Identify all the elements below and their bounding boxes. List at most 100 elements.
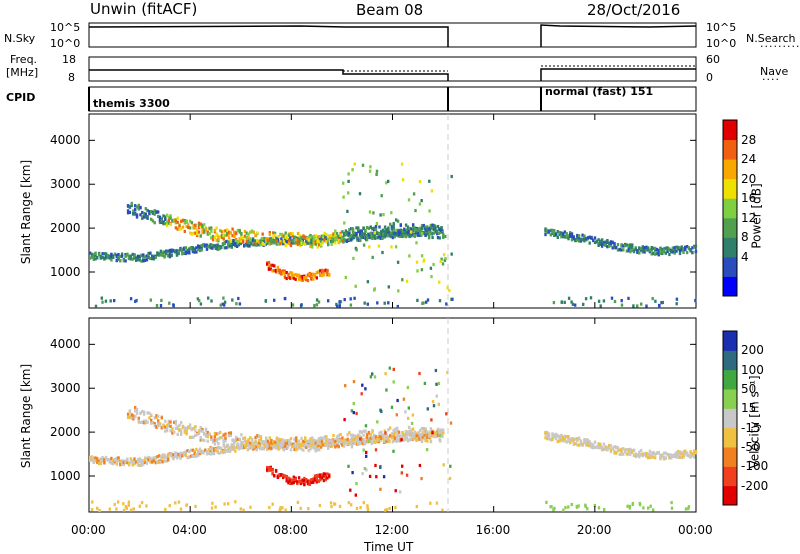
- scatter-cell: [577, 436, 581, 440]
- scatter-cell: [565, 235, 568, 239]
- scatter-cell: [152, 456, 156, 460]
- scatter-cell: [286, 441, 289, 445]
- scatter-cell: [202, 243, 205, 247]
- scatter-cell: [304, 443, 307, 447]
- scatter-cell: [127, 500, 131, 504]
- scatter-cell: [365, 237, 369, 241]
- velocity-colorbar-tick-label: -100: [741, 459, 769, 474]
- scatter-cell: [341, 443, 344, 447]
- scatter-cell: [416, 269, 419, 273]
- scatter-cell: [344, 229, 348, 233]
- scatter-cell: [356, 236, 359, 241]
- scatter-cell: [120, 254, 124, 258]
- scatter-cell: [215, 238, 218, 242]
- scatter-cell: [190, 221, 194, 225]
- scatter-cell: [620, 450, 623, 454]
- scatter-cell: [632, 304, 635, 308]
- scatter-cell: [312, 440, 316, 444]
- scatter-cell: [154, 456, 157, 460]
- scatter-cell: [99, 462, 102, 466]
- scatter-cell: [329, 501, 333, 505]
- y-ticks: [89, 139, 696, 477]
- scatter-cell: [595, 445, 598, 449]
- scatter-cell: [249, 238, 252, 242]
- scatter-cell: [604, 243, 607, 247]
- scatter-cell: [350, 438, 353, 442]
- scatter-cell: [349, 303, 353, 307]
- scatter-cell: [174, 226, 178, 230]
- scatter-cell: [586, 236, 590, 240]
- scatter-cell: [684, 452, 687, 456]
- scatter-cell: [168, 248, 172, 253]
- scatter-cell: [410, 429, 413, 433]
- scatter-cell: [556, 230, 559, 234]
- scatter-cell: [261, 236, 264, 240]
- scatter-cell: [416, 298, 419, 302]
- scatter-cell: [236, 437, 240, 441]
- scatter-cell: [631, 450, 634, 454]
- scatter-cell: [266, 447, 269, 451]
- scatter-cell: [305, 239, 308, 243]
- scatter-cell: [666, 246, 669, 250]
- scatter-cell: [337, 241, 340, 245]
- scatter-cell: [398, 234, 402, 238]
- scatter-cell: [269, 236, 272, 240]
- scatter-cell: [394, 431, 397, 435]
- scatter-cell: [261, 447, 264, 451]
- scatter-cell: [343, 298, 346, 302]
- scatter-cell: [319, 473, 322, 477]
- scatter-cell: [584, 297, 588, 301]
- scatter-cell: [563, 230, 567, 234]
- scatter-cell: [156, 455, 159, 459]
- scatter-cell: [268, 232, 271, 236]
- scatter-cell: [403, 234, 406, 238]
- scatter-cell: [570, 232, 574, 236]
- scatter-cell: [296, 231, 300, 235]
- power-panel-frame: [88, 113, 697, 309]
- scatter-cell: [364, 387, 367, 391]
- scatter-cell: [90, 253, 94, 257]
- scatter-cell: [593, 240, 597, 245]
- scatter-cell: [583, 239, 586, 243]
- scatter-cell: [312, 277, 315, 281]
- scatter-cell: [194, 231, 197, 235]
- scatter-cell: [193, 451, 196, 456]
- scatter-cell: [429, 266, 433, 270]
- scatter-cell: [279, 242, 282, 246]
- scatter-cell: [234, 231, 238, 236]
- scatter-cell: [289, 479, 292, 483]
- scatter-cell: [330, 234, 333, 238]
- scatter-cell: [252, 444, 255, 448]
- scatter-cell: [312, 445, 316, 449]
- scatter-cell: [236, 443, 240, 447]
- scatter-cell: [234, 435, 238, 439]
- scatter-cell: [342, 181, 345, 185]
- scatter-cell: [130, 201, 133, 205]
- scatter-cell: [440, 428, 443, 432]
- scatter-cell: [429, 440, 433, 444]
- scatter-cell: [299, 479, 303, 483]
- scatter-cell: [670, 501, 673, 505]
- scatter-cell: [350, 409, 354, 413]
- scatter-cell: [299, 506, 302, 510]
- scatter-cell: [177, 453, 180, 457]
- scatter-cell: [126, 252, 129, 256]
- scatter-cell: [396, 426, 399, 430]
- scatter-cell: [673, 246, 676, 250]
- scatter-cell: [450, 252, 453, 256]
- scatter-cell: [426, 407, 429, 411]
- scatter-cell: [321, 437, 325, 441]
- sky-tick-top: 10^5: [50, 21, 81, 34]
- scatter-cell: [600, 242, 604, 246]
- scatter-cell: [395, 233, 398, 237]
- scatter-cell: [625, 243, 629, 247]
- scatter-cell: [169, 216, 172, 220]
- scatter-cell: [144, 419, 147, 423]
- scatter-cell: [616, 446, 620, 450]
- scatter-cell: [136, 458, 140, 462]
- scatter-cell: [174, 219, 178, 223]
- scatter-cell: [209, 452, 212, 456]
- scatter-cell: [203, 223, 206, 227]
- scatter-cell: [613, 242, 616, 246]
- scatter-cell: [392, 367, 395, 371]
